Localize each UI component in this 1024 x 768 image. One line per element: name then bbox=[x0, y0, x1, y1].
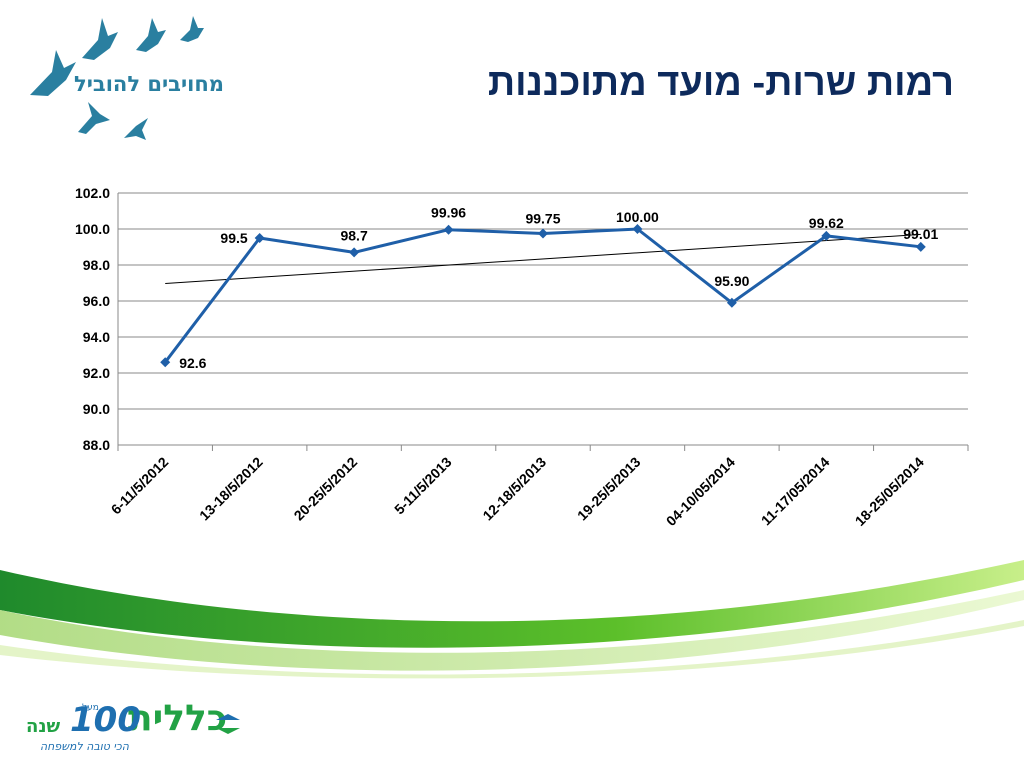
line-chart: 88.0 90.0 92.0 94.0 96.0 98.0 100.0 102.0 6-11/… bbox=[75, 185, 969, 529]
data-point-marker bbox=[538, 228, 548, 239]
y-tick-label: 92.0 bbox=[83, 365, 110, 381]
y-tick-label: 102.0 bbox=[75, 185, 110, 201]
brand-tagline: הכי טובה למשפחה bbox=[40, 740, 129, 753]
trendline-group bbox=[165, 233, 921, 284]
brand-years-label: שנה bbox=[26, 716, 61, 737]
x-tick-label: 18-25/05/2014 bbox=[852, 454, 927, 529]
data-label: 100.00 bbox=[616, 209, 659, 225]
bird-icon bbox=[30, 50, 76, 96]
x-tick-label: 11-17/05/2014 bbox=[758, 454, 833, 529]
data-point-marker bbox=[349, 247, 360, 258]
bird-icon bbox=[136, 18, 166, 52]
data-label: 98.7 bbox=[340, 227, 367, 243]
data-label: 92.6 bbox=[179, 355, 206, 371]
series-group bbox=[160, 224, 926, 368]
x-tick-label: 04-10/05/2014 bbox=[663, 454, 738, 529]
bird-icon bbox=[82, 18, 118, 60]
y-tick-label: 90.0 bbox=[83, 401, 110, 417]
data-point-marker bbox=[254, 233, 265, 243]
y-tick-label: 98.0 bbox=[83, 257, 110, 273]
slide-title: רמות שרות- מועד מתוכננות bbox=[487, 62, 954, 104]
x-tick-label: 6-11/5/2012 bbox=[108, 454, 172, 518]
data-label: 99.75 bbox=[525, 211, 560, 227]
brand-small-label: מעל bbox=[82, 703, 99, 713]
brand-name: כללית bbox=[128, 698, 228, 739]
green-swoosh-decoration bbox=[0, 560, 1024, 679]
data-label: 95.90 bbox=[714, 273, 749, 289]
data-point-marker bbox=[632, 224, 643, 234]
series-line bbox=[164, 227, 921, 364]
data-point-marker bbox=[160, 357, 171, 368]
data-label: 99.01 bbox=[903, 226, 938, 242]
x-tick-label: 20-25/5/2012 bbox=[291, 454, 361, 524]
y-tick-label: 88.0 bbox=[83, 437, 110, 453]
data-labels: 92.6 99.5 98.7 99.96 99.75 100.00 95.90 99.62 99… bbox=[179, 205, 938, 371]
y-tick-label: 96.0 bbox=[83, 293, 110, 309]
data-point-marker bbox=[821, 230, 832, 241]
x-tick-label: 13-18/5/2012 bbox=[196, 454, 266, 524]
x-tick-label: 19-25/5/2013 bbox=[574, 454, 644, 524]
data-point-marker bbox=[443, 224, 454, 235]
data-point-marker bbox=[915, 241, 926, 252]
y-axis-ticks: 88.0 90.0 92.0 94.0 96.0 98.0 100.0 102.0 bbox=[75, 185, 110, 453]
data-label: 99.96 bbox=[431, 205, 466, 221]
data-label: 99.5 bbox=[220, 230, 247, 246]
x-tick-label: 5-11/5/2013 bbox=[391, 454, 455, 518]
birds-logo bbox=[30, 16, 204, 140]
data-point-marker bbox=[726, 297, 737, 308]
bird-icon bbox=[78, 102, 110, 134]
brand-arrows-icon bbox=[216, 714, 240, 734]
bird-icon bbox=[124, 118, 148, 140]
x-tick-label: 12-18/5/2013 bbox=[479, 454, 549, 524]
chart-gridlines bbox=[117, 192, 968, 446]
brand-100-number: 100 bbox=[70, 700, 141, 740]
logo-slogan: מחויבים להוביל bbox=[74, 72, 224, 96]
y-tick-label: 94.0 bbox=[83, 329, 110, 345]
trendline bbox=[165, 233, 921, 284]
y-tick-label: 100.0 bbox=[75, 221, 110, 237]
x-axis-ticks: 6-11/5/2012 13-18/5/2012 20-25/5/2012 5-11/… bbox=[108, 445, 969, 529]
bird-icon bbox=[180, 16, 204, 42]
data-label: 99.62 bbox=[809, 215, 844, 231]
